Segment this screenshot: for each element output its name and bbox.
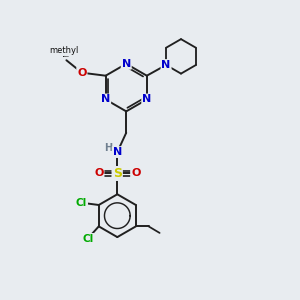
- Text: Cl: Cl: [83, 234, 94, 244]
- Text: O: O: [94, 169, 104, 178]
- Text: methyl: methyl: [49, 46, 79, 55]
- Text: N: N: [122, 59, 131, 69]
- Text: methoxy: methoxy: [63, 56, 70, 57]
- Text: O: O: [131, 169, 140, 178]
- Text: O: O: [77, 68, 86, 78]
- Text: N: N: [101, 94, 110, 104]
- Text: N: N: [161, 60, 171, 70]
- Text: H: H: [104, 142, 112, 153]
- Text: S: S: [113, 167, 122, 180]
- Text: N: N: [113, 147, 122, 157]
- Text: Cl: Cl: [76, 198, 87, 208]
- Text: N: N: [142, 94, 152, 104]
